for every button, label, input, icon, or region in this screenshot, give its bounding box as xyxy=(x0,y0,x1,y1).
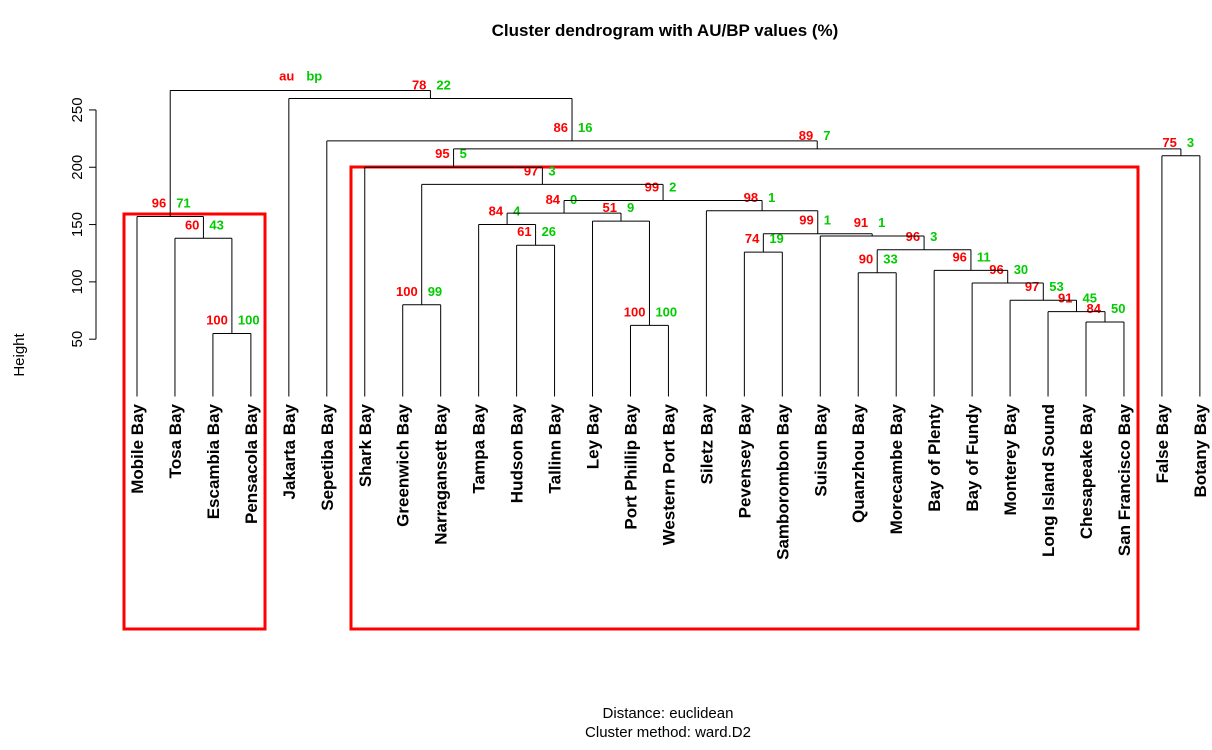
au-label: 78 xyxy=(412,77,426,92)
leaf-label: Greenwich Bay xyxy=(394,403,413,526)
y-axis-label: Height xyxy=(11,332,28,376)
au-label: 74 xyxy=(745,231,760,246)
au-label: 100 xyxy=(396,284,418,299)
leaf-label: Narragansett Bay xyxy=(432,403,451,544)
bp-label: 33 xyxy=(883,252,897,267)
au-label: 99 xyxy=(645,179,659,194)
bp-label: 30 xyxy=(1014,262,1028,277)
leaf-label: Escambia Bay xyxy=(204,403,223,519)
au-label: 97 xyxy=(1025,279,1039,294)
leaf-label: Samborombon Bay xyxy=(773,403,792,559)
leaf-label: Shark Bay xyxy=(356,403,375,487)
leaf-label: False Bay xyxy=(1153,403,1172,483)
au-label: 84 xyxy=(546,192,561,207)
bp-label: 9 xyxy=(627,200,634,215)
bp-label: 26 xyxy=(542,224,556,239)
au-label: 75 xyxy=(1162,135,1176,150)
bp-label: 50 xyxy=(1111,301,1125,316)
au-label: 51 xyxy=(603,200,617,215)
au-label: 89 xyxy=(799,128,813,143)
bp-label: 100 xyxy=(655,304,677,319)
bp-label: 5 xyxy=(460,146,467,161)
leaf-label: Morecambe Bay xyxy=(887,403,906,534)
bp-label: 1 xyxy=(768,190,775,205)
leaf-label: Tallinn Bay xyxy=(546,403,565,493)
bp-label: 4 xyxy=(513,204,521,219)
cluster-rect xyxy=(122,212,267,631)
au-label: 100 xyxy=(624,304,646,319)
au-label: 84 xyxy=(1087,301,1102,316)
leaf-label: Chesapeake Bay xyxy=(1077,403,1096,539)
leaf-label: Jakarta Bay xyxy=(280,403,299,499)
leaf-label: Quanzhou Bay xyxy=(849,403,868,523)
leaf-label: Pevensey Bay xyxy=(735,403,754,518)
x-axis-label: Cluster method: ward.D2 xyxy=(585,724,751,741)
au-label: 97 xyxy=(524,163,538,178)
leaf-label: Botany Bay xyxy=(1191,403,1210,497)
leaf-label: San Francisco Bay xyxy=(1115,403,1134,556)
au-label: 98 xyxy=(744,190,758,205)
bp-label: 71 xyxy=(176,196,190,211)
bp-label: 7 xyxy=(823,128,830,143)
bp-label: 3 xyxy=(930,229,937,244)
y-tick-label: 200 xyxy=(69,155,86,180)
y-tick-label: 150 xyxy=(69,212,86,237)
leaf-label: Suisun Bay xyxy=(811,403,830,496)
leaf-label: Pensacola Bay xyxy=(242,403,261,524)
au-label: 95 xyxy=(435,146,449,161)
leaf-label: Tampa Bay xyxy=(470,403,489,493)
leaf-label: Mobile Bay xyxy=(128,403,147,493)
leaf-label: Hudson Bay xyxy=(508,403,527,503)
leaf-label: Ley Bay xyxy=(584,403,603,469)
leaf-label: Port Phillip Bay xyxy=(621,403,640,529)
bp-label: 43 xyxy=(209,217,223,232)
bp-label: 45 xyxy=(1083,291,1097,306)
bp-label: 0 xyxy=(570,192,577,207)
leaf-label: Monterey Bay xyxy=(1001,403,1020,515)
bp-label: 3 xyxy=(1187,135,1194,150)
leaf-label: Siletz Bay xyxy=(697,403,716,484)
au-label: 96 xyxy=(152,196,166,211)
au-label: 84 xyxy=(489,204,504,219)
leaf-label: Bay of Fundy xyxy=(963,403,982,511)
bp-label: 11 xyxy=(977,249,991,264)
x-axis-label: Distance: euclidean xyxy=(603,705,734,722)
au-label: 61 xyxy=(517,224,531,239)
bp-label: 1 xyxy=(878,215,885,230)
au-label: 91 xyxy=(854,215,868,230)
chart-title: Cluster dendrogram with AU/BP values (%) xyxy=(492,21,839,40)
au-label: 96 xyxy=(989,262,1003,277)
au-label: 100 xyxy=(206,312,228,327)
cluster-rect xyxy=(349,165,1140,631)
bp-label: 100 xyxy=(238,312,260,327)
bp-label: 16 xyxy=(578,120,592,135)
bp-label: 2 xyxy=(669,179,676,194)
legend-bp: bp xyxy=(306,68,322,83)
legend-au: au xyxy=(279,68,294,83)
y-tick-label: 50 xyxy=(69,331,86,348)
leaf-label: Bay of Plenty xyxy=(925,403,944,511)
leaf-label: Long Island Sound xyxy=(1039,404,1058,557)
bp-label: 99 xyxy=(428,284,442,299)
au-label: 60 xyxy=(185,217,199,232)
au-label: 96 xyxy=(952,249,966,264)
bp-label: 53 xyxy=(1049,279,1063,294)
bp-label: 22 xyxy=(436,77,450,92)
au-label: 91 xyxy=(1058,291,1072,306)
au-label: 99 xyxy=(799,213,813,228)
au-label: 90 xyxy=(859,252,873,267)
y-tick-label: 250 xyxy=(69,97,86,122)
bp-label: 19 xyxy=(769,231,783,246)
y-tick-label: 100 xyxy=(69,269,86,294)
bp-label: 1 xyxy=(824,213,831,228)
au-label: 86 xyxy=(554,120,568,135)
leaf-label: Western Port Bay xyxy=(659,403,678,545)
bp-label: 3 xyxy=(548,163,555,178)
leaf-label: Sepetiba Bay xyxy=(318,403,337,510)
leaf-label: Tosa Bay xyxy=(166,403,185,478)
